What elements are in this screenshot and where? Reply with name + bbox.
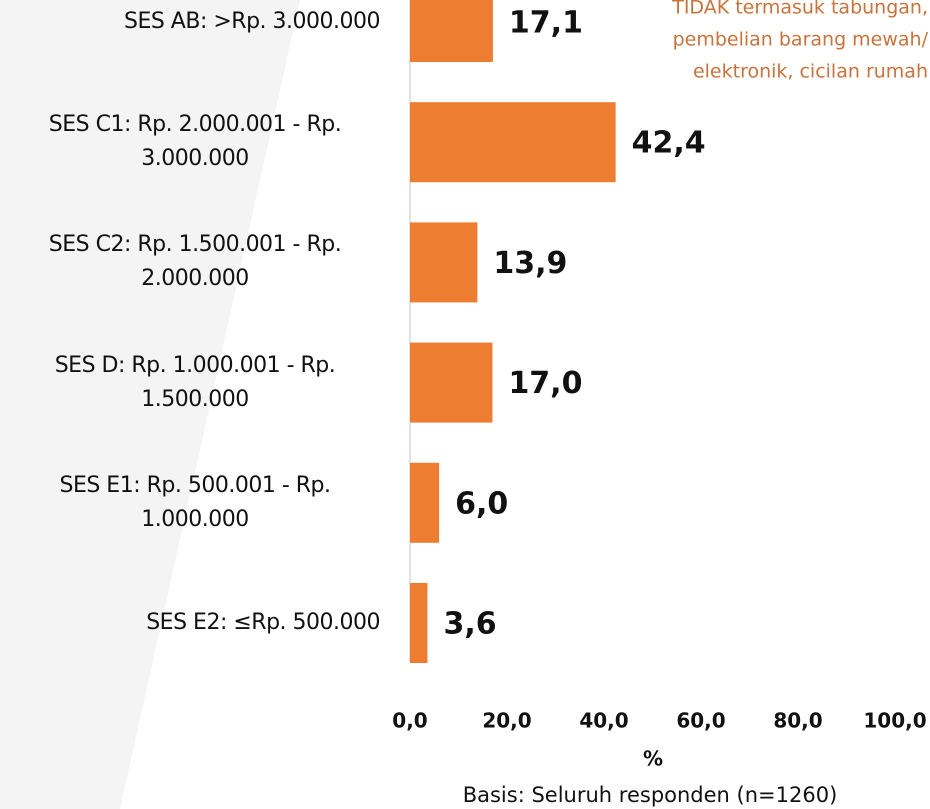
- category-box: SES C1: Rp. 2.000.001 - Rp. 3.000.000: [10, 92, 380, 192]
- value-label: 13,9: [493, 246, 567, 281]
- category-box: SES E2: ≤Rp. 500.000: [10, 573, 380, 673]
- footnote: Basis: Seluruh responden (n=1260): [463, 783, 838, 807]
- value-label: 42,4: [632, 126, 706, 161]
- x-tick-label: 40,0: [579, 709, 628, 733]
- bar: [410, 102, 616, 183]
- x-tick-label: 20,0: [482, 709, 531, 733]
- category-box: SES C2: Rp. 1.500.001 - Rp. 2.000.000: [10, 212, 380, 312]
- value-label: 3,6: [443, 607, 496, 642]
- category-box: SES AB: >Rp. 3.000.000: [10, 0, 381, 72]
- x-axis-title: %: [643, 747, 663, 771]
- bar: [410, 222, 478, 303]
- x-tick-label: 60,0: [676, 709, 725, 733]
- bar: [410, 462, 440, 543]
- x-tick-label: 80,0: [773, 709, 822, 733]
- background-shape: [0, 0, 300, 809]
- bar: [410, 583, 428, 663]
- annotation: pembelian barang mewah/: [673, 29, 929, 51]
- annotation: TIDAK termasuk tabungan,: [671, 0, 928, 19]
- y-tick-label: SES AB: >Rp. 3.000.000: [123, 9, 381, 34]
- y-tick-label: SES C2: Rp. 1.500.001 - Rp. 2.000.000: [48, 232, 342, 292]
- y-tick-label: SES E2: ≤Rp. 500.000: [146, 610, 380, 635]
- y-tick-label: SES C1: Rp. 2.000.001 - Rp. 3.000.000: [48, 112, 342, 172]
- annotation: elektronik, cicilan rumah: [693, 61, 928, 83]
- bar: [410, 342, 493, 423]
- x-tick-label: 0,0: [392, 709, 427, 733]
- value-label: 17,0: [508, 366, 582, 401]
- category-box: SES E1: Rp. 500.001 - Rp. 1.000.000: [10, 453, 380, 553]
- y-tick-label: SES E1: Rp. 500.001 - Rp. 1.000.000: [59, 472, 331, 532]
- x-tick-label: 100,0: [863, 709, 926, 733]
- category-box: SES D: Rp. 1.000.001 - Rp. 1.500.000: [10, 333, 380, 433]
- bar: [410, 0, 493, 62]
- y-tick-label: SES D: Rp. 1.000.001 - Rp. 1.500.000: [54, 352, 336, 412]
- value-label: 6,0: [455, 486, 508, 521]
- value-label: 17,1: [509, 6, 583, 41]
